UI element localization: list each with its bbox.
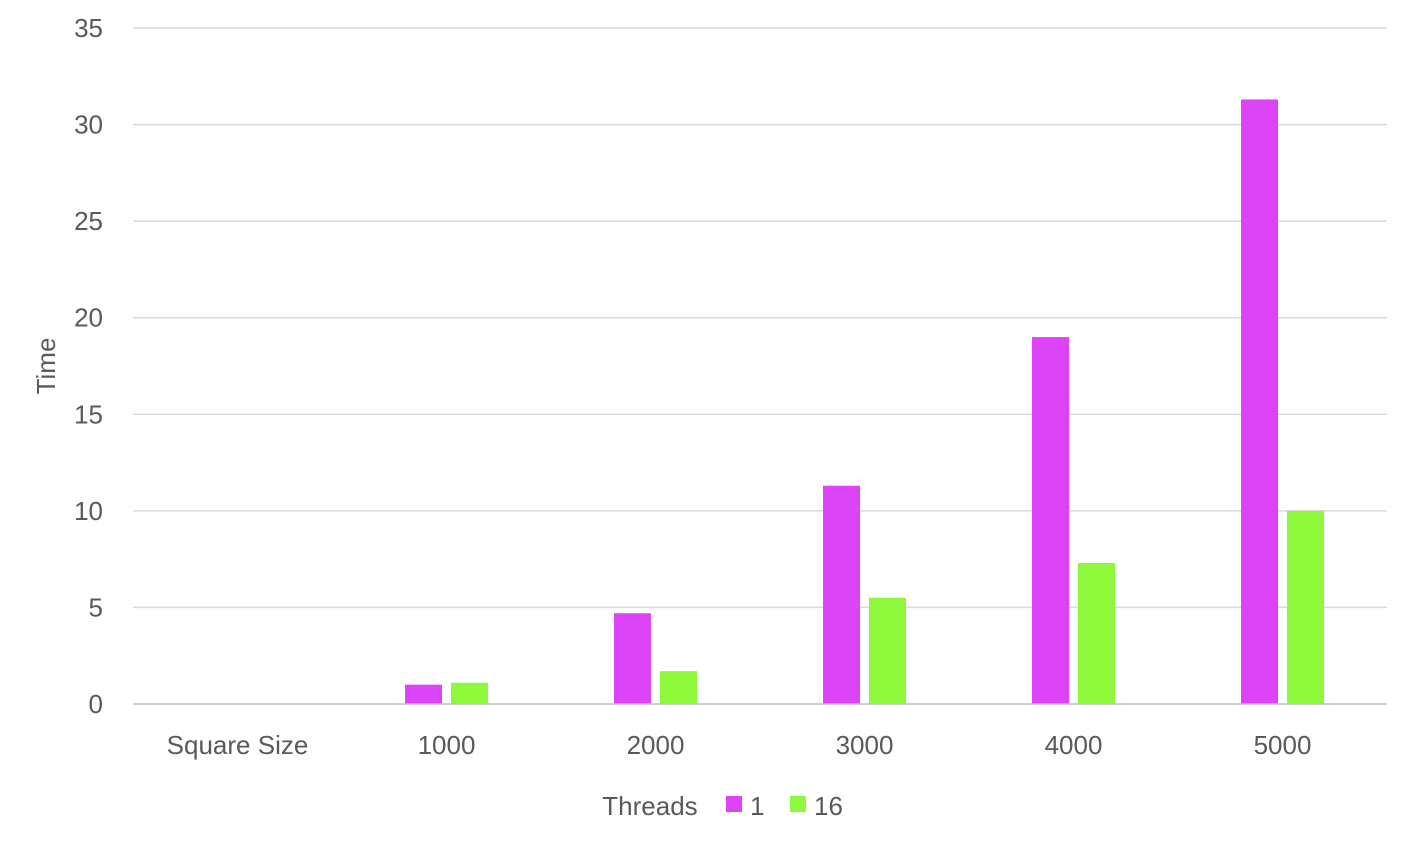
legend-swatch-1 [726,796,742,812]
bar-series-1-1000 [405,684,442,704]
bars [405,99,1324,704]
legend-label-1: 1 [750,791,764,821]
bar-series-16-4000 [1078,563,1115,704]
bar-series-1-4000 [1032,337,1069,704]
bar-series-16-2000 [660,671,697,704]
y-tick-label: 0 [89,689,103,719]
gridlines [133,27,1387,609]
x-tick-label: 5000 [1254,730,1312,760]
legend-label-16: 16 [814,791,843,821]
legend: Threads 1 16 [602,791,843,821]
y-tick-label: 30 [74,110,103,140]
bar-series-16-3000 [869,597,906,704]
x-tick-label: 2000 [627,730,685,760]
y-axis-tick-labels: 0 5 10 15 20 25 30 35 [74,13,103,719]
y-tick-label: 15 [74,399,103,429]
bar-series-16-1000 [451,682,488,704]
y-tick-label: 20 [74,303,103,333]
bar-series-1-2000 [614,613,651,704]
x-tick-label: 4000 [1045,730,1103,760]
bar-series-1-3000 [823,485,860,704]
legend-swatch-16 [790,796,806,812]
y-tick-label: 10 [74,496,103,526]
y-axis-title: Time [31,338,61,395]
x-tick-label: 1000 [418,730,476,760]
legend-title: Threads [602,791,697,821]
x-axis-tick-labels: Square Size 1000 2000 3000 4000 5000 [167,730,1312,760]
legend-items: 1 16 [726,791,843,821]
y-tick-label: 5 [89,592,103,622]
x-tick-label: Square Size [167,730,309,760]
bar-series-16-5000 [1287,510,1324,704]
y-tick-label: 25 [74,206,103,236]
x-tick-label: 3000 [836,730,894,760]
y-tick-label: 35 [74,13,103,43]
bar-series-1-5000 [1241,99,1278,704]
